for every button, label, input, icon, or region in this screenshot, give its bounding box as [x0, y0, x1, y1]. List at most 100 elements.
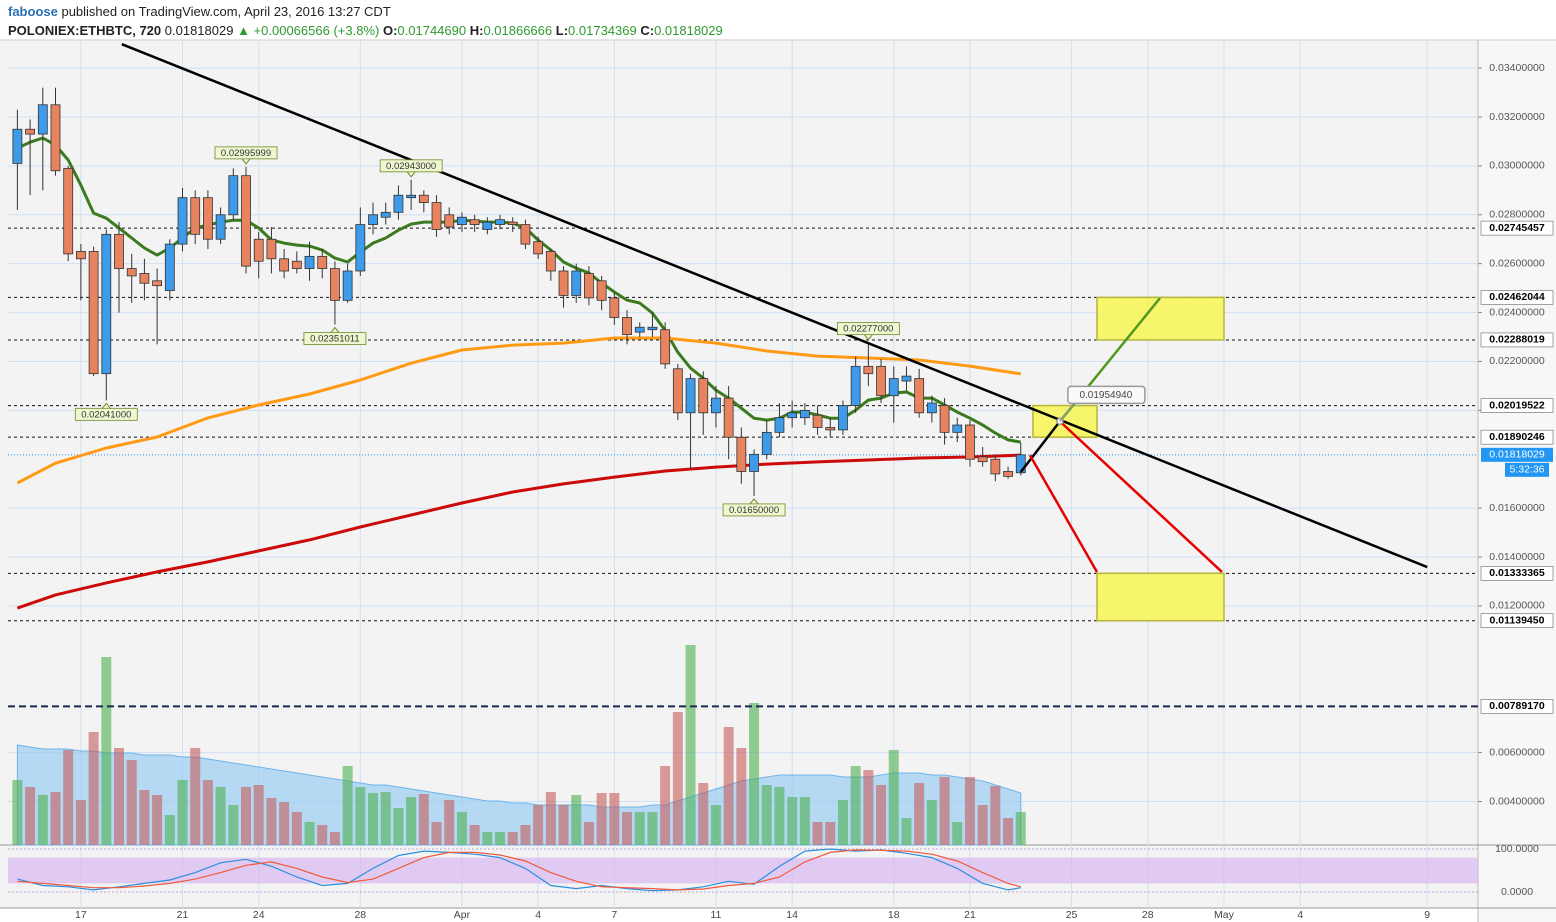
x-tick-label: May	[1214, 909, 1235, 921]
y-tick-label: 0.02200000	[1489, 355, 1545, 367]
candle-body	[812, 414, 823, 428]
extreme-box	[722, 503, 786, 517]
candle-body	[799, 409, 810, 419]
candle-body	[25, 128, 35, 135]
extreme-box	[303, 332, 367, 345]
volume-bar	[926, 800, 937, 845]
candle-body	[330, 268, 340, 301]
candle-body	[545, 251, 556, 272]
trend-line	[1019, 420, 1061, 473]
candle-body	[266, 238, 277, 260]
candle-body	[584, 273, 594, 299]
level-label: 0.00789170	[1489, 700, 1545, 712]
published: published on TradingView.com, April 23, …	[61, 4, 391, 19]
volume-bar	[787, 797, 798, 845]
volume-bar	[228, 805, 239, 845]
extreme-label: 0.02995999	[221, 148, 271, 159]
last: 0.01818029	[164, 23, 234, 38]
volume-bar	[723, 727, 734, 845]
stoch-band	[8, 857, 1478, 884]
candle-body	[317, 255, 328, 269]
candle-body	[50, 104, 61, 172]
candle-body	[952, 424, 963, 433]
volume-bar	[609, 793, 620, 845]
c-value: 0.01818029	[654, 23, 723, 38]
axis-bg	[1478, 40, 1556, 922]
y-tick-label: 0.01600000	[1489, 502, 1545, 514]
x-tick-label: 11	[710, 909, 721, 921]
extreme-box	[74, 407, 138, 421]
moving-average	[16, 336, 1022, 485]
x-tick-label: 21	[177, 909, 189, 921]
volume-bar	[583, 822, 594, 845]
extreme-label: 0.01650000	[729, 505, 779, 516]
o-label: O:	[382, 23, 398, 38]
volume-bar	[12, 780, 23, 845]
candle-body	[825, 427, 836, 431]
author[interactable]: faboose	[8, 4, 58, 19]
level-label-box	[1480, 613, 1554, 629]
volume-bar	[799, 797, 810, 845]
volume-bar	[355, 787, 366, 845]
volume-bar	[164, 815, 175, 845]
extreme-pointer	[863, 334, 873, 341]
level-label: 0.01333365	[1489, 567, 1545, 579]
y-tick-label: 0.03200000	[1489, 111, 1545, 123]
candle-body	[685, 378, 696, 414]
volume-bar	[647, 812, 658, 845]
level-label-box	[1480, 699, 1554, 714]
candle-body	[139, 273, 150, 284]
candle-body	[939, 405, 950, 433]
candle-body	[863, 365, 874, 375]
level-label-box	[1480, 332, 1554, 348]
stoch-line	[17, 848, 1021, 892]
candle-body	[736, 436, 747, 472]
y-tick-label: 0.00400000	[1489, 795, 1545, 807]
candle-body	[469, 219, 480, 225]
candle-body	[215, 214, 226, 240]
candle-body	[977, 456, 988, 463]
candle-body	[888, 378, 899, 397]
volume-bar	[558, 805, 569, 845]
level-label: 0.02462044	[1489, 291, 1545, 303]
volume-bar	[774, 787, 785, 845]
candle-body	[926, 402, 937, 414]
candle-body	[850, 365, 861, 406]
candle-body	[533, 241, 544, 255]
x-tick-label: 9	[1424, 909, 1430, 921]
candle-body	[723, 397, 734, 438]
target-box	[1096, 296, 1225, 341]
level-label-box	[1480, 290, 1554, 305]
volume-bar	[837, 800, 848, 845]
h-value: 0.01866666	[483, 23, 553, 38]
volume-bar	[126, 760, 137, 845]
volume-bar	[761, 785, 772, 845]
volume-bar	[749, 703, 760, 845]
candle-body	[291, 260, 302, 269]
candle-body	[12, 128, 23, 164]
candle-body	[660, 329, 671, 365]
volume-bar	[279, 802, 290, 845]
candle-body	[368, 214, 378, 225]
volume-bar	[114, 748, 125, 845]
candle-body	[571, 270, 582, 296]
o-value: 0.01744690	[397, 23, 467, 38]
y-tick-label: 100.0000	[1495, 843, 1539, 855]
candle-body	[914, 378, 925, 414]
candle-body	[774, 417, 785, 433]
extreme-label: 0.02943000	[386, 161, 436, 172]
candle-body	[838, 405, 848, 431]
volume-bar	[368, 793, 379, 845]
candle-body	[177, 197, 188, 245]
y-tick-label: 0.03000000	[1489, 160, 1545, 172]
volume-bar	[431, 822, 442, 845]
candle-body	[114, 233, 124, 269]
candle-body	[88, 251, 99, 375]
candle-body	[622, 317, 632, 335]
candle-body	[749, 453, 759, 472]
volume-bar	[888, 750, 899, 845]
candle-body	[444, 214, 455, 228]
callout-box	[1067, 385, 1146, 405]
x-tick-label: 21	[964, 909, 976, 921]
